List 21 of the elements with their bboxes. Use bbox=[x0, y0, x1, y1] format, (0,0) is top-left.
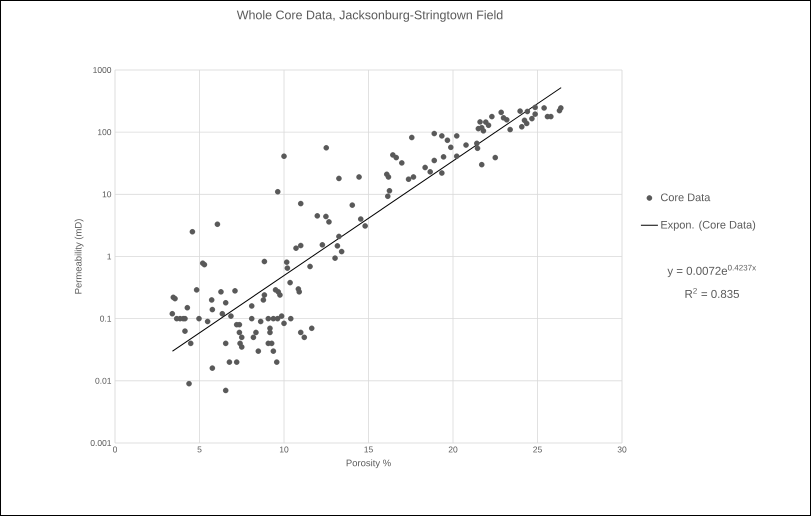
x-tick-label: 20 bbox=[448, 446, 458, 452]
x-tick-label: 0 bbox=[112, 446, 118, 452]
y-tick-label: 100 bbox=[98, 129, 112, 136]
y-tick-label: 0.01 bbox=[95, 378, 112, 384]
chart-title: Whole Core Data, Jacksonburg-Stringtown Field bbox=[236, 10, 502, 22]
x-tick-label: 5 bbox=[198, 446, 202, 452]
legend-label: Core Data bbox=[660, 193, 710, 202]
y-tick-label: 1 bbox=[107, 254, 112, 260]
y-tick-label: 10 bbox=[102, 191, 112, 198]
text: R$^{2}$ = 0.835 bbox=[685, 288, 739, 298]
text: y = 0.0072e$^{0.4237x}$ bbox=[667, 264, 756, 278]
x-tick-label: 30 bbox=[618, 446, 626, 452]
x-tick-label: 25 bbox=[533, 446, 542, 452]
y-axis-title: Permeability (mD) bbox=[74, 219, 84, 294]
x-axis-title: Porosity % bbox=[346, 459, 391, 468]
y-tick-label: 1000 bbox=[93, 66, 112, 73]
y-tick-label: 0.1 bbox=[100, 316, 112, 322]
x-tick-label: 10 bbox=[280, 446, 288, 452]
legend-label: Expon. (Core Data) bbox=[661, 220, 756, 231]
x-tick-label: 15 bbox=[364, 446, 373, 452]
y-tick-label: 0.001 bbox=[90, 440, 112, 446]
